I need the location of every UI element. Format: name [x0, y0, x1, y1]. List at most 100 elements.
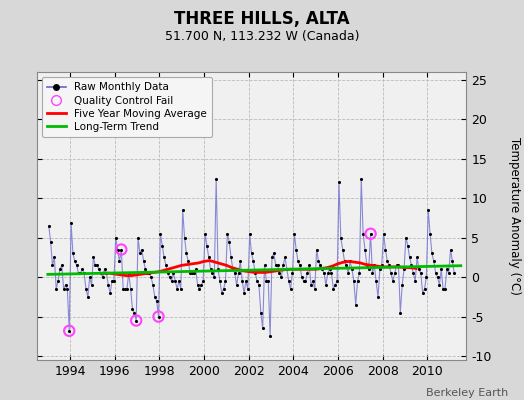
Point: [244, 286, 252, 292]
Point: [372, 278, 380, 284]
Point: [88, 282, 96, 288]
Point: [234, 270, 243, 276]
Point: [257, 310, 265, 316]
Point: [134, 234, 142, 241]
Point: [361, 246, 369, 253]
Point: [260, 262, 269, 268]
Point: [357, 175, 365, 182]
Point: [197, 282, 205, 288]
Point: [431, 270, 440, 276]
Point: [154, 314, 162, 320]
Point: [409, 270, 418, 276]
Point: [82, 286, 90, 292]
Point: [258, 325, 267, 332]
Point: [444, 270, 453, 276]
Point: [130, 310, 138, 316]
Point: [314, 258, 323, 264]
Point: [270, 250, 278, 257]
Point: [249, 258, 258, 264]
Point: [125, 270, 133, 276]
Point: [346, 258, 354, 264]
Point: [223, 230, 232, 237]
Point: [339, 246, 347, 253]
Point: [255, 282, 263, 288]
Text: THREE HILLS, ALTA: THREE HILLS, ALTA: [174, 10, 350, 28]
Point: [279, 262, 287, 268]
Point: [136, 250, 144, 257]
Point: [245, 230, 254, 237]
Point: [167, 278, 176, 284]
Point: [102, 270, 111, 276]
Point: [435, 282, 444, 288]
Point: [67, 220, 75, 227]
Point: [139, 258, 148, 264]
Point: [439, 286, 447, 292]
Point: [394, 262, 402, 268]
Point: [52, 286, 60, 292]
Point: [352, 302, 360, 308]
Point: [78, 266, 86, 272]
Point: [169, 270, 178, 276]
Point: [210, 274, 219, 280]
Point: [149, 282, 157, 288]
Point: [398, 282, 407, 288]
Point: [184, 258, 192, 264]
Point: [220, 286, 228, 292]
Point: [182, 250, 191, 257]
Point: [128, 306, 137, 312]
Point: [448, 258, 456, 264]
Point: [433, 274, 442, 280]
Point: [251, 270, 259, 276]
Point: [422, 274, 431, 280]
Point: [89, 254, 97, 261]
Point: [171, 278, 179, 284]
Point: [91, 262, 100, 268]
Point: [85, 274, 94, 280]
Point: [309, 278, 317, 284]
Point: [253, 278, 261, 284]
Point: [376, 266, 384, 272]
Point: [341, 258, 349, 264]
Point: [113, 246, 122, 253]
Point: [392, 262, 401, 268]
Point: [350, 278, 358, 284]
Point: [152, 298, 161, 304]
Point: [312, 246, 321, 253]
Point: [242, 278, 250, 284]
Point: [108, 278, 116, 284]
Point: [76, 270, 84, 276]
Point: [106, 290, 114, 296]
Point: [203, 242, 211, 249]
Point: [381, 246, 390, 253]
Point: [287, 286, 295, 292]
Point: [115, 258, 124, 264]
Point: [231, 270, 239, 276]
Point: [138, 246, 146, 253]
Point: [123, 286, 131, 292]
Point: [74, 270, 83, 276]
Point: [141, 266, 150, 272]
Point: [281, 254, 289, 261]
Point: [58, 262, 66, 268]
Point: [316, 262, 324, 268]
Point: [275, 270, 283, 276]
Point: [206, 266, 215, 272]
Point: [305, 262, 313, 268]
Point: [240, 290, 248, 296]
Point: [132, 317, 140, 324]
Point: [437, 266, 445, 272]
Point: [324, 270, 332, 276]
Point: [379, 230, 388, 237]
Y-axis label: Temperature Anomaly (°C): Temperature Anomaly (°C): [508, 137, 521, 295]
Point: [411, 278, 419, 284]
Point: [45, 223, 53, 229]
Point: [396, 310, 405, 316]
Point: [348, 266, 356, 272]
Point: [307, 282, 315, 288]
Point: [117, 246, 126, 253]
Point: [221, 278, 230, 284]
Point: [104, 282, 113, 288]
Point: [233, 282, 241, 288]
Point: [277, 274, 286, 280]
Point: [99, 274, 107, 280]
